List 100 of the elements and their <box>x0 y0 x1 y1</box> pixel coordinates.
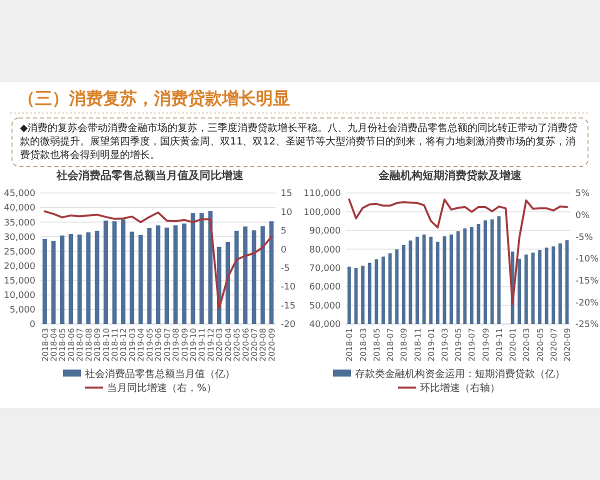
y-tick-label: 10,000 <box>4 291 36 302</box>
y2-tick-label: -20 <box>280 320 296 330</box>
x-tick-label: 2020-09 <box>562 328 572 362</box>
x-tick-label: 2020-08 <box>258 328 268 362</box>
bar <box>173 225 178 324</box>
line-series <box>44 210 272 310</box>
x-tick-label: 2018-11 <box>110 328 120 362</box>
bar <box>226 242 230 324</box>
y-tick-label: 50,000 <box>309 301 342 312</box>
y-tick-label: 110,000 <box>304 189 342 200</box>
x-tick-label: 2020-05 <box>232 328 242 362</box>
x-tick-label: 2020-07 <box>549 328 558 362</box>
bar <box>42 238 47 324</box>
bar <box>260 226 265 324</box>
y-tick-label: 90,000 <box>309 226 342 237</box>
bar <box>104 220 108 324</box>
x-tick-label: 2018-04 <box>49 328 58 362</box>
x-tick-label: 2019-03 <box>128 328 137 362</box>
y-tick-label: 35,000 <box>4 218 36 228</box>
y2-tick-label: -25% <box>575 320 600 330</box>
x-tick-label: 2020-04 <box>224 328 233 362</box>
bar <box>243 226 248 324</box>
y-tick-label: 60,000 <box>309 282 342 293</box>
x-tick-label: 2020-03 <box>522 328 532 362</box>
chart-title: 社会消费品零售总额当月值及同比增速 <box>56 169 244 182</box>
y2-tick-label: -5% <box>575 232 594 243</box>
bar <box>60 236 64 324</box>
y2-tick-label: 10 <box>280 208 293 218</box>
text: （三）消费复苏，消费贷款增长明显 <box>18 89 290 109</box>
y-tick-label: 30,000 <box>4 232 36 243</box>
legend-label: 存款类金融机构资金运用：短期消费贷款（亿） <box>355 368 565 380</box>
x-tick-label: 2019-11 <box>494 328 504 362</box>
y-tick-label: 40,000 <box>309 320 342 330</box>
chart-title: 金融机构短期消费贷款及增速 <box>378 169 522 182</box>
x-tick-label: 2019-01 <box>426 328 436 362</box>
y-tick-label: 15,000 <box>4 276 36 286</box>
bar <box>51 241 56 324</box>
x-tick-label: 2019-05 <box>454 328 464 362</box>
bar <box>86 232 91 324</box>
legend-label: 当月同比增速（右，%） <box>107 382 217 394</box>
x-tick-label: 2020-09 <box>267 328 276 362</box>
y-tick-label: 70,000 <box>309 264 342 274</box>
text: ◆消费的复苏会带动消费金融市场的复苏，三季度消费贷款增长平稳。八、九月份社会消费品零售总额的同比转正带动了消费贷款的微弱提升。展望第四季度，国庆黄金周、双11、双12、圣诞节等大型消费节日的到来，将有力地刺激消费市场的复苏，消费贷款也将会得到明显的增长。 <box>20 122 578 161</box>
x-tick-label: 2018-12 <box>119 328 128 362</box>
y-tick-label: 40,000 <box>4 204 36 214</box>
bar <box>200 213 204 324</box>
x-tick-label: 2018-07 <box>76 328 85 362</box>
legend-label: 社会消费品零售总额当月值（亿） <box>85 368 235 380</box>
bar <box>208 211 213 324</box>
y2-tick-label: -10 <box>280 282 296 293</box>
x-tick-label: 2019-04 <box>136 328 146 362</box>
x-tick-label: 2019-08 <box>172 328 181 362</box>
y2-tick-label: -15 <box>280 301 296 312</box>
x-tick-label: 2018-06 <box>66 328 76 362</box>
bar <box>112 221 117 324</box>
x-tick-label: 2019-07 <box>468 328 477 362</box>
x-tick-label: 2018-01 <box>345 328 354 362</box>
y2-tick-label: 5 <box>280 226 287 237</box>
x-tick-label: 2018-03 <box>358 328 368 362</box>
y2-tick-label: -20% <box>575 298 600 308</box>
x-tick-label: 2020-01 <box>508 328 518 362</box>
x-tick-label: 2018-08 <box>84 328 94 362</box>
x-tick-label: 2019-03 <box>440 328 450 362</box>
bar <box>190 213 196 324</box>
bar <box>130 232 134 324</box>
x-tick-label: 2018-09 <box>400 328 409 362</box>
y2-tick-label: 0 <box>280 245 287 256</box>
x-tick-label: 2020-07 <box>250 328 260 362</box>
y2-tick-label: 5% <box>575 189 590 200</box>
y2-tick-label: -10% <box>575 254 600 265</box>
x-tick-label: 2018-07 <box>386 328 396 362</box>
x-tick-label: 2020-05 <box>536 328 545 362</box>
x-tick-label: 2019-06 <box>154 328 164 362</box>
bar <box>121 219 126 324</box>
x-tick-label: 2020-06 <box>241 328 250 362</box>
x-tick-label: 2018-05 <box>372 328 382 362</box>
bar <box>68 234 74 324</box>
x-tick-label: 2018-11 <box>413 328 422 362</box>
line-series <box>348 198 568 305</box>
bar <box>182 224 186 324</box>
x-tick-label: 2019-12 <box>206 328 216 362</box>
y-tick-label: 5,000 <box>10 306 36 316</box>
y-tick-label: 80,000 <box>309 245 342 256</box>
x-tick-label: 2018-09 <box>93 328 102 362</box>
x-tick-label: 2019-07 <box>162 328 172 362</box>
y2-tick-label: 0% <box>575 210 590 221</box>
bar <box>156 225 160 324</box>
y-tick-label: 20,000 <box>4 262 36 272</box>
y2-tick-label: -5 <box>280 264 290 274</box>
bar <box>269 221 274 324</box>
y-tick-label: 45,000 <box>4 189 36 200</box>
x-tick-label: 2020-03 <box>215 328 224 362</box>
x-tick-label: 2019-10 <box>188 328 198 362</box>
x-tick-label: 2019-09 <box>180 328 190 362</box>
y2-tick-label: -15% <box>575 276 600 286</box>
x-tick-label: 2019-05 <box>145 328 154 362</box>
x-tick-label: 2018-03 <box>40 328 50 362</box>
x-tick-label: 2019-11 <box>198 328 207 362</box>
bar <box>164 228 169 324</box>
bar <box>77 234 82 324</box>
